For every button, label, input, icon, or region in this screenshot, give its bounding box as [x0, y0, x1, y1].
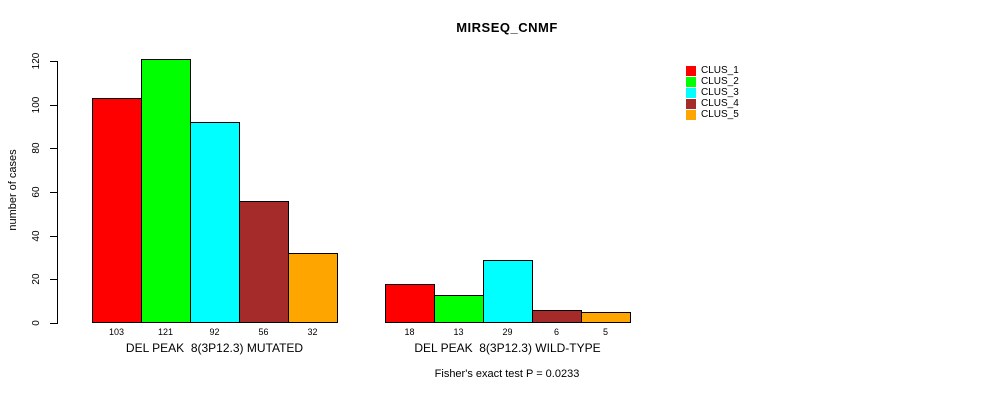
legend-label: CLUS_4: [701, 98, 739, 109]
bar-clus_4-mutated: [239, 201, 289, 323]
bar-clus_2-mutated: [141, 59, 191, 323]
bar-value-label: 32: [307, 327, 318, 337]
legend-label: CLUS_5: [701, 109, 739, 120]
bar-clus_2-wild-type: [434, 295, 484, 323]
legend-swatch-icon: [686, 98, 696, 109]
bar-clus_1-mutated: [92, 98, 142, 323]
legend-item-clus_4: CLUS_4: [686, 98, 739, 109]
y-tick-label: 100: [31, 96, 42, 114]
category-label: DEL PEAK 8(3P12.3) WILD-TYPE: [414, 341, 601, 355]
legend-label: CLUS_1: [701, 65, 739, 76]
legend-swatch-icon: [686, 76, 696, 87]
y-tick: [50, 279, 57, 280]
y-tick: [50, 105, 57, 106]
y-axis-line: [57, 61, 58, 324]
bar-value-label: 121: [157, 327, 174, 337]
y-tick-label: 20: [31, 273, 42, 285]
bar-value-label: 56: [258, 327, 269, 337]
bar-value-label: 103: [108, 327, 125, 337]
legend-swatch-icon: [686, 87, 696, 98]
y-tick-label: 40: [31, 230, 42, 242]
legend-item-clus_1: CLUS_1: [686, 65, 739, 76]
chart-title: MIRSEQ_CNMF: [456, 20, 558, 35]
legend-label: CLUS_3: [701, 87, 739, 98]
bar-value-label: 6: [553, 327, 559, 337]
bar-value-label: 18: [404, 327, 415, 337]
legend-item-clus_5: CLUS_5: [686, 109, 739, 120]
bar-clus_4-wild-type: [532, 310, 582, 323]
y-tick-label: 0: [31, 320, 42, 326]
bar-clus_5-mutated: [288, 253, 338, 323]
bar-value-label: 92: [209, 327, 220, 337]
bar-value-label: 29: [502, 327, 513, 337]
legend-item-clus_2: CLUS_2: [686, 76, 739, 87]
y-tick: [50, 323, 57, 324]
legend-swatch-icon: [686, 109, 696, 120]
y-axis-title: number of cases: [7, 149, 19, 231]
legend-label: CLUS_2: [701, 76, 739, 87]
bar-clus_1-wild-type: [385, 284, 435, 323]
y-tick: [50, 61, 57, 62]
y-tick: [50, 236, 57, 237]
bar-clus_5-wild-type: [581, 312, 631, 323]
bar-value-label: 13: [453, 327, 464, 337]
bar-clus_3-mutated: [190, 122, 240, 323]
bar-clus_3-wild-type: [483, 260, 533, 323]
legend: CLUS_1 CLUS_2 CLUS_3 CLUS_4 CLUS_5: [686, 65, 739, 120]
y-tick-label: 60: [31, 186, 42, 198]
legend-item-clus_3: CLUS_3: [686, 87, 739, 98]
category-label: DEL PEAK 8(3P12.3) MUTATED: [125, 341, 304, 355]
y-tick-label: 80: [31, 142, 42, 154]
y-tick-label: 120: [31, 52, 42, 70]
y-tick: [50, 192, 57, 193]
legend-swatch-icon: [686, 65, 696, 76]
y-tick: [50, 148, 57, 149]
bar-value-label: 5: [602, 327, 608, 337]
fisher-test-annotation: Fisher's exact test P = 0.0233: [434, 368, 580, 380]
